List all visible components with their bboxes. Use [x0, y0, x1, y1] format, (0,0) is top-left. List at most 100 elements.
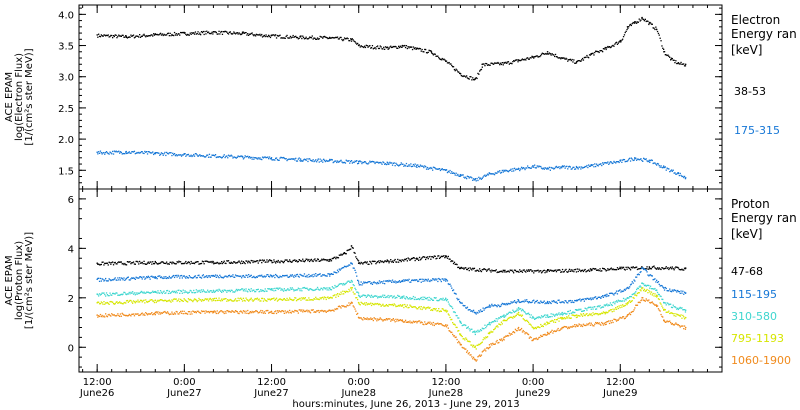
data-point — [667, 302, 669, 305]
data-point — [409, 165, 411, 167]
data-point — [494, 270, 496, 272]
data-point — [105, 277, 107, 280]
data-point — [452, 335, 455, 337]
data-point — [618, 161, 620, 164]
data-point — [510, 316, 512, 319]
data-point — [132, 277, 135, 279]
data-point — [445, 256, 447, 258]
data-point — [148, 35, 150, 37]
data-point — [166, 277, 168, 280]
data-point — [580, 60, 582, 62]
data-point — [382, 303, 384, 305]
data-point — [146, 153, 149, 155]
data-point — [500, 324, 502, 326]
data-point — [330, 289, 333, 291]
data-point — [287, 310, 289, 312]
data-point — [124, 262, 126, 265]
data-point — [388, 303, 390, 306]
data-point — [684, 316, 687, 319]
data-point — [637, 158, 639, 160]
data-point — [346, 160, 348, 162]
data-point — [426, 297, 428, 299]
data-point — [579, 269, 581, 271]
data-point — [384, 319, 386, 321]
data-point — [446, 257, 449, 259]
data-point — [255, 260, 257, 263]
data-point — [425, 168, 428, 170]
data-point — [464, 267, 466, 269]
data-point — [358, 295, 360, 297]
data-point — [590, 313, 592, 315]
data-point — [357, 42, 359, 45]
data-point — [638, 18, 640, 20]
data-point — [404, 258, 407, 261]
data-point — [227, 300, 230, 302]
data-point — [327, 296, 329, 298]
data-point — [284, 310, 286, 312]
data-point — [159, 311, 161, 314]
data-point — [540, 272, 543, 274]
data-point — [172, 313, 174, 315]
data-point — [123, 314, 125, 316]
data-point — [469, 341, 471, 343]
data-point — [231, 155, 233, 157]
data-point — [119, 35, 122, 37]
data-point — [568, 59, 570, 61]
y-axis-label-line: log(Electron Flux) — [14, 53, 25, 141]
data-point — [167, 312, 170, 314]
data-point — [601, 50, 603, 52]
data-point — [554, 53, 557, 56]
data-point — [127, 315, 129, 317]
data-point — [249, 298, 251, 300]
data-point — [221, 33, 224, 35]
data-point — [671, 306, 673, 309]
data-point — [418, 320, 421, 322]
data-point — [328, 309, 330, 311]
data-point — [581, 269, 584, 271]
data-point — [677, 289, 679, 292]
data-point — [348, 280, 350, 282]
data-point — [157, 299, 159, 301]
data-point — [176, 276, 178, 278]
data-point — [633, 159, 635, 161]
data-point — [392, 281, 394, 283]
data-point — [679, 315, 681, 317]
data-point — [563, 57, 565, 59]
data-point — [559, 167, 561, 170]
data-point — [444, 325, 446, 327]
data-point — [383, 261, 385, 264]
data-point — [576, 167, 578, 169]
data-point — [626, 26, 629, 28]
data-point — [565, 57, 567, 59]
data-point — [192, 300, 194, 303]
data-point — [327, 259, 329, 261]
data-point — [568, 59, 571, 61]
data-point — [525, 320, 527, 322]
data-point — [234, 33, 237, 35]
data-point — [683, 176, 685, 179]
data-point — [236, 32, 238, 34]
data-point — [193, 289, 195, 292]
data-point — [595, 313, 598, 315]
data-point — [427, 278, 429, 280]
data-point — [529, 316, 531, 318]
data-point — [429, 50, 431, 52]
data-point — [273, 259, 275, 261]
data-point — [356, 257, 358, 260]
data-point — [323, 287, 325, 289]
data-point — [433, 308, 435, 310]
data-point — [360, 301, 362, 303]
data-point — [597, 314, 599, 316]
data-point — [391, 281, 393, 283]
data-point — [98, 280, 101, 282]
data-point — [132, 261, 135, 263]
data-point — [608, 268, 611, 271]
data-point — [612, 308, 614, 310]
data-point — [471, 356, 473, 358]
data-point — [594, 296, 596, 298]
data-point — [620, 300, 622, 302]
data-point — [556, 302, 558, 304]
data-point — [574, 62, 577, 64]
data-point — [666, 167, 668, 169]
data-point — [522, 167, 524, 169]
